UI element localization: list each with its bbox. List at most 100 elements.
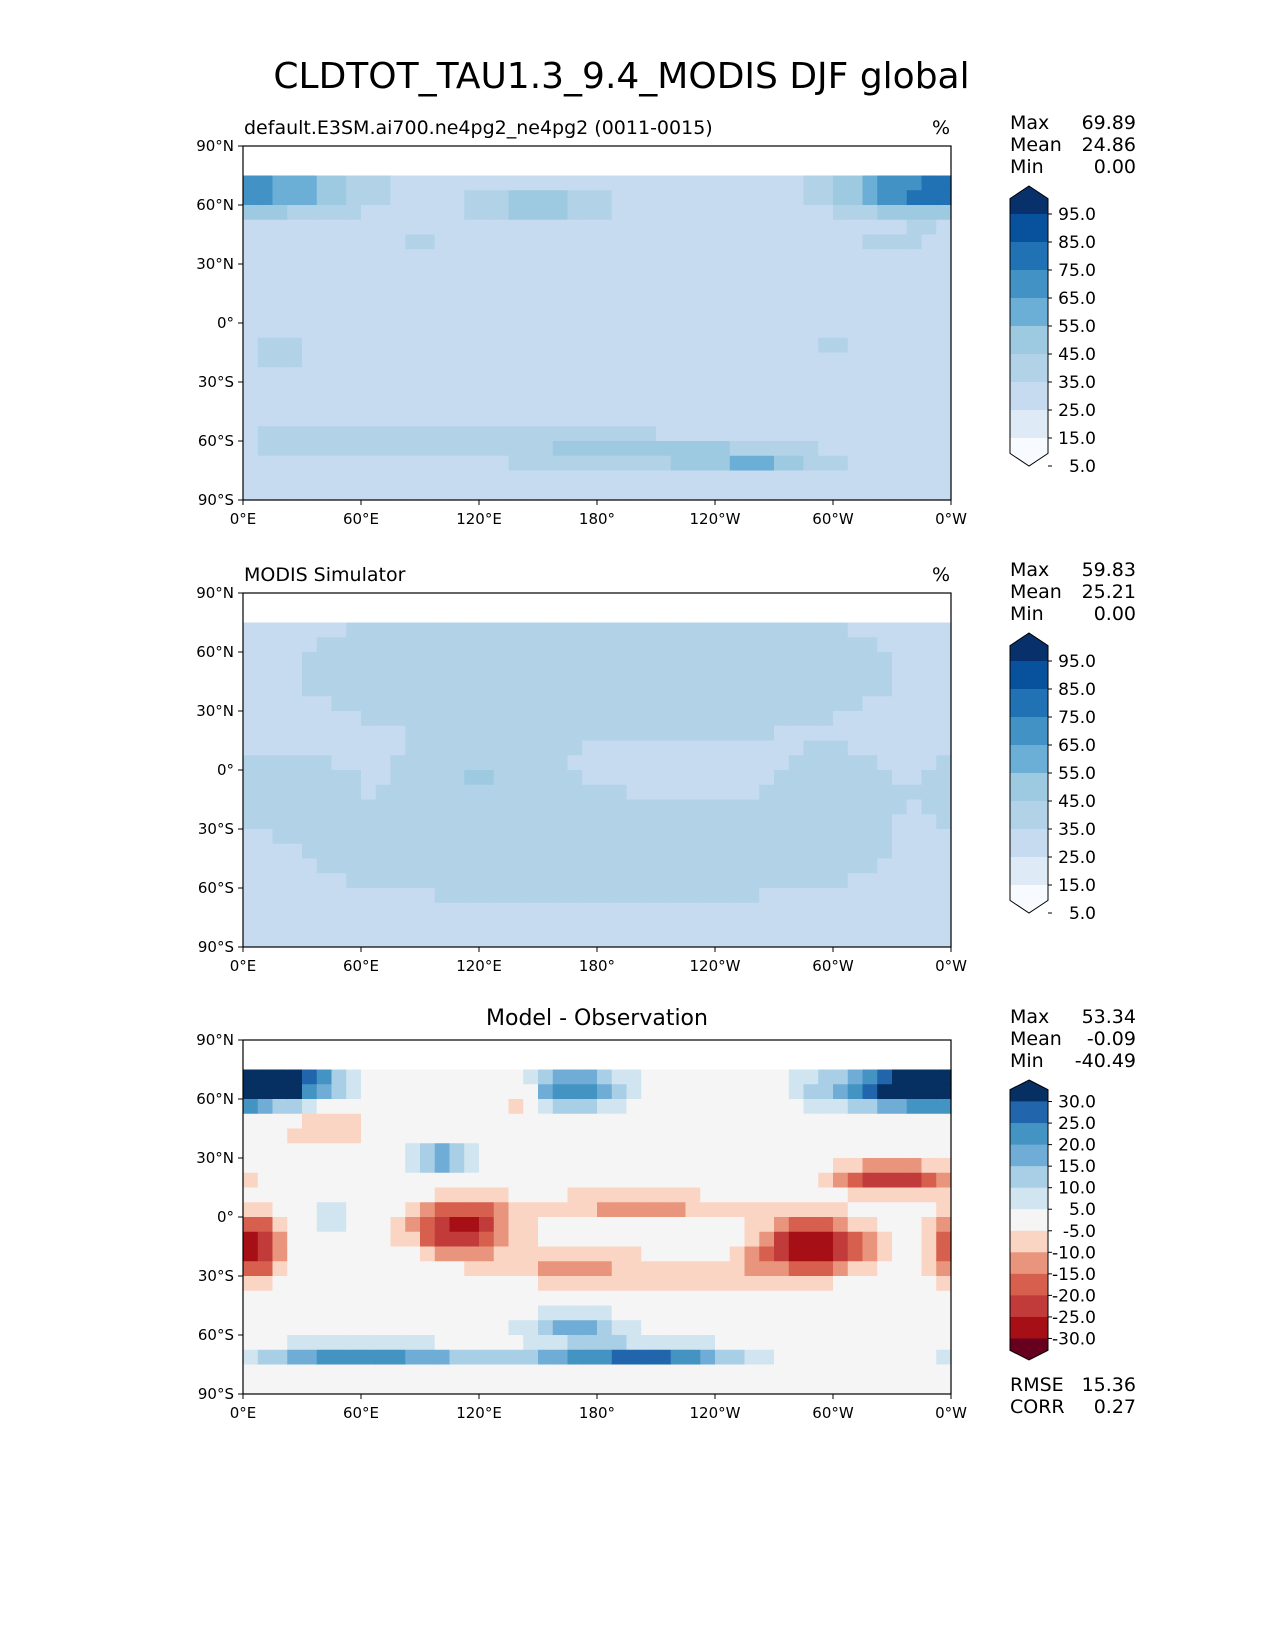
heatmap-cell bbox=[243, 711, 259, 727]
heatmap-cell bbox=[287, 1158, 303, 1174]
heatmap-cell bbox=[744, 470, 760, 486]
heatmap-cell bbox=[331, 607, 347, 624]
heatmap-cell bbox=[936, 932, 952, 948]
heatmap-cell bbox=[833, 485, 849, 501]
heatmap-cell bbox=[331, 1320, 347, 1336]
heatmap-cell bbox=[921, 770, 937, 786]
heatmap-cell bbox=[906, 1143, 923, 1159]
heatmap-cell bbox=[700, 382, 716, 398]
heatmap-cell bbox=[833, 190, 849, 206]
heatmap-cell bbox=[375, 755, 392, 771]
heatmap-cell bbox=[272, 1349, 288, 1366]
heatmap-cell bbox=[434, 770, 451, 786]
heatmap-cell bbox=[272, 902, 288, 919]
heatmap-cell bbox=[346, 681, 362, 697]
heatmap-cell bbox=[479, 308, 495, 324]
heatmap-cell bbox=[818, 902, 834, 919]
heatmap-cell bbox=[877, 1128, 893, 1144]
heatmap-cell bbox=[538, 278, 554, 295]
heatmap-cell bbox=[331, 843, 347, 860]
heatmap-cell bbox=[420, 426, 436, 442]
heatmap-cell bbox=[316, 160, 333, 177]
heatmap-cell bbox=[906, 681, 923, 697]
heatmap-cell bbox=[331, 770, 347, 786]
heatmap-cell bbox=[847, 1099, 864, 1115]
heatmap-cell bbox=[700, 219, 716, 236]
heatmap-cell bbox=[847, 190, 864, 206]
heatmap-cell bbox=[508, 858, 524, 874]
heatmap-cell bbox=[302, 382, 318, 398]
heatmap-cell bbox=[390, 770, 406, 786]
heatmap-cell bbox=[626, 234, 642, 250]
heatmap-cell bbox=[626, 264, 642, 280]
heatmap-cell bbox=[552, 323, 569, 339]
heatmap-cell bbox=[375, 308, 392, 324]
heatmap-cell bbox=[847, 799, 864, 815]
heatmap-cell bbox=[626, 1335, 642, 1351]
heatmap-cell bbox=[670, 622, 687, 638]
heatmap-cell bbox=[479, 190, 495, 206]
heatmap-cell bbox=[626, 470, 642, 486]
heatmap-cell bbox=[243, 770, 259, 786]
heatmap-cell bbox=[552, 622, 569, 638]
heatmap-cell bbox=[818, 1099, 834, 1115]
heatmap-cell bbox=[833, 1349, 849, 1366]
heatmap-cell bbox=[862, 485, 878, 501]
heatmap-cell bbox=[390, 932, 406, 948]
heatmap-cell bbox=[449, 411, 465, 427]
heatmap-cell bbox=[552, 1099, 569, 1115]
heatmap-cell bbox=[597, 799, 613, 815]
heatmap-cell bbox=[493, 1040, 510, 1056]
colorbar-segment bbox=[1010, 1187, 1048, 1210]
x-tick-label: 60°W bbox=[812, 510, 854, 528]
heatmap-cell bbox=[552, 740, 569, 756]
heatmap-cell bbox=[833, 1261, 849, 1277]
heatmap-cell bbox=[420, 622, 436, 638]
heatmap-cell bbox=[877, 190, 893, 206]
heatmap-cell bbox=[921, 814, 937, 830]
heatmap-cell bbox=[361, 1187, 377, 1203]
heatmap-cell bbox=[774, 470, 790, 486]
heatmap-cell bbox=[892, 308, 908, 324]
heatmap-cell bbox=[700, 1113, 716, 1130]
heatmap-cell bbox=[316, 1187, 333, 1203]
heatmap-cell bbox=[405, 1099, 421, 1115]
heatmap-cell bbox=[375, 1128, 392, 1144]
heatmap-cell bbox=[316, 770, 333, 786]
heatmap-cell bbox=[272, 1113, 288, 1130]
heatmap-cell bbox=[818, 367, 834, 383]
heatmap-cell bbox=[729, 441, 746, 457]
heatmap-cell bbox=[464, 1290, 480, 1307]
heatmap-cell bbox=[759, 858, 775, 874]
heatmap-cell bbox=[936, 1158, 952, 1174]
heatmap-cell bbox=[774, 725, 790, 742]
heatmap-cell bbox=[405, 278, 421, 295]
heatmap-cell bbox=[892, 917, 908, 933]
heatmap-cell bbox=[567, 1217, 583, 1233]
heatmap-cell bbox=[744, 1187, 760, 1203]
heatmap-cell bbox=[257, 1217, 274, 1233]
heatmap-cell bbox=[346, 888, 362, 904]
heatmap-cell bbox=[538, 607, 554, 624]
stat-value: -40.49 bbox=[1074, 1050, 1136, 1072]
heatmap-cell bbox=[670, 1084, 687, 1100]
colorbar-segment bbox=[1010, 1209, 1048, 1232]
heatmap-cell bbox=[626, 1290, 642, 1307]
heatmap-cell bbox=[243, 337, 259, 354]
heatmap-cell bbox=[390, 323, 406, 339]
heatmap-cell bbox=[715, 1261, 731, 1277]
heatmap-cell bbox=[833, 917, 849, 933]
heatmap-cell bbox=[346, 770, 362, 786]
heatmap-cell bbox=[390, 1217, 406, 1233]
heatmap-cell bbox=[847, 740, 864, 756]
heatmap-cell bbox=[611, 411, 628, 427]
heatmap-cell bbox=[567, 396, 583, 413]
heatmap-cell bbox=[877, 308, 893, 324]
heatmap-cell bbox=[788, 873, 805, 889]
heatmap-cell bbox=[626, 888, 642, 904]
heatmap-cell bbox=[449, 441, 465, 457]
heatmap-cell bbox=[538, 770, 554, 786]
heatmap-cell bbox=[552, 755, 569, 771]
heatmap-cell bbox=[626, 1305, 642, 1321]
heatmap-cell bbox=[715, 1128, 731, 1144]
